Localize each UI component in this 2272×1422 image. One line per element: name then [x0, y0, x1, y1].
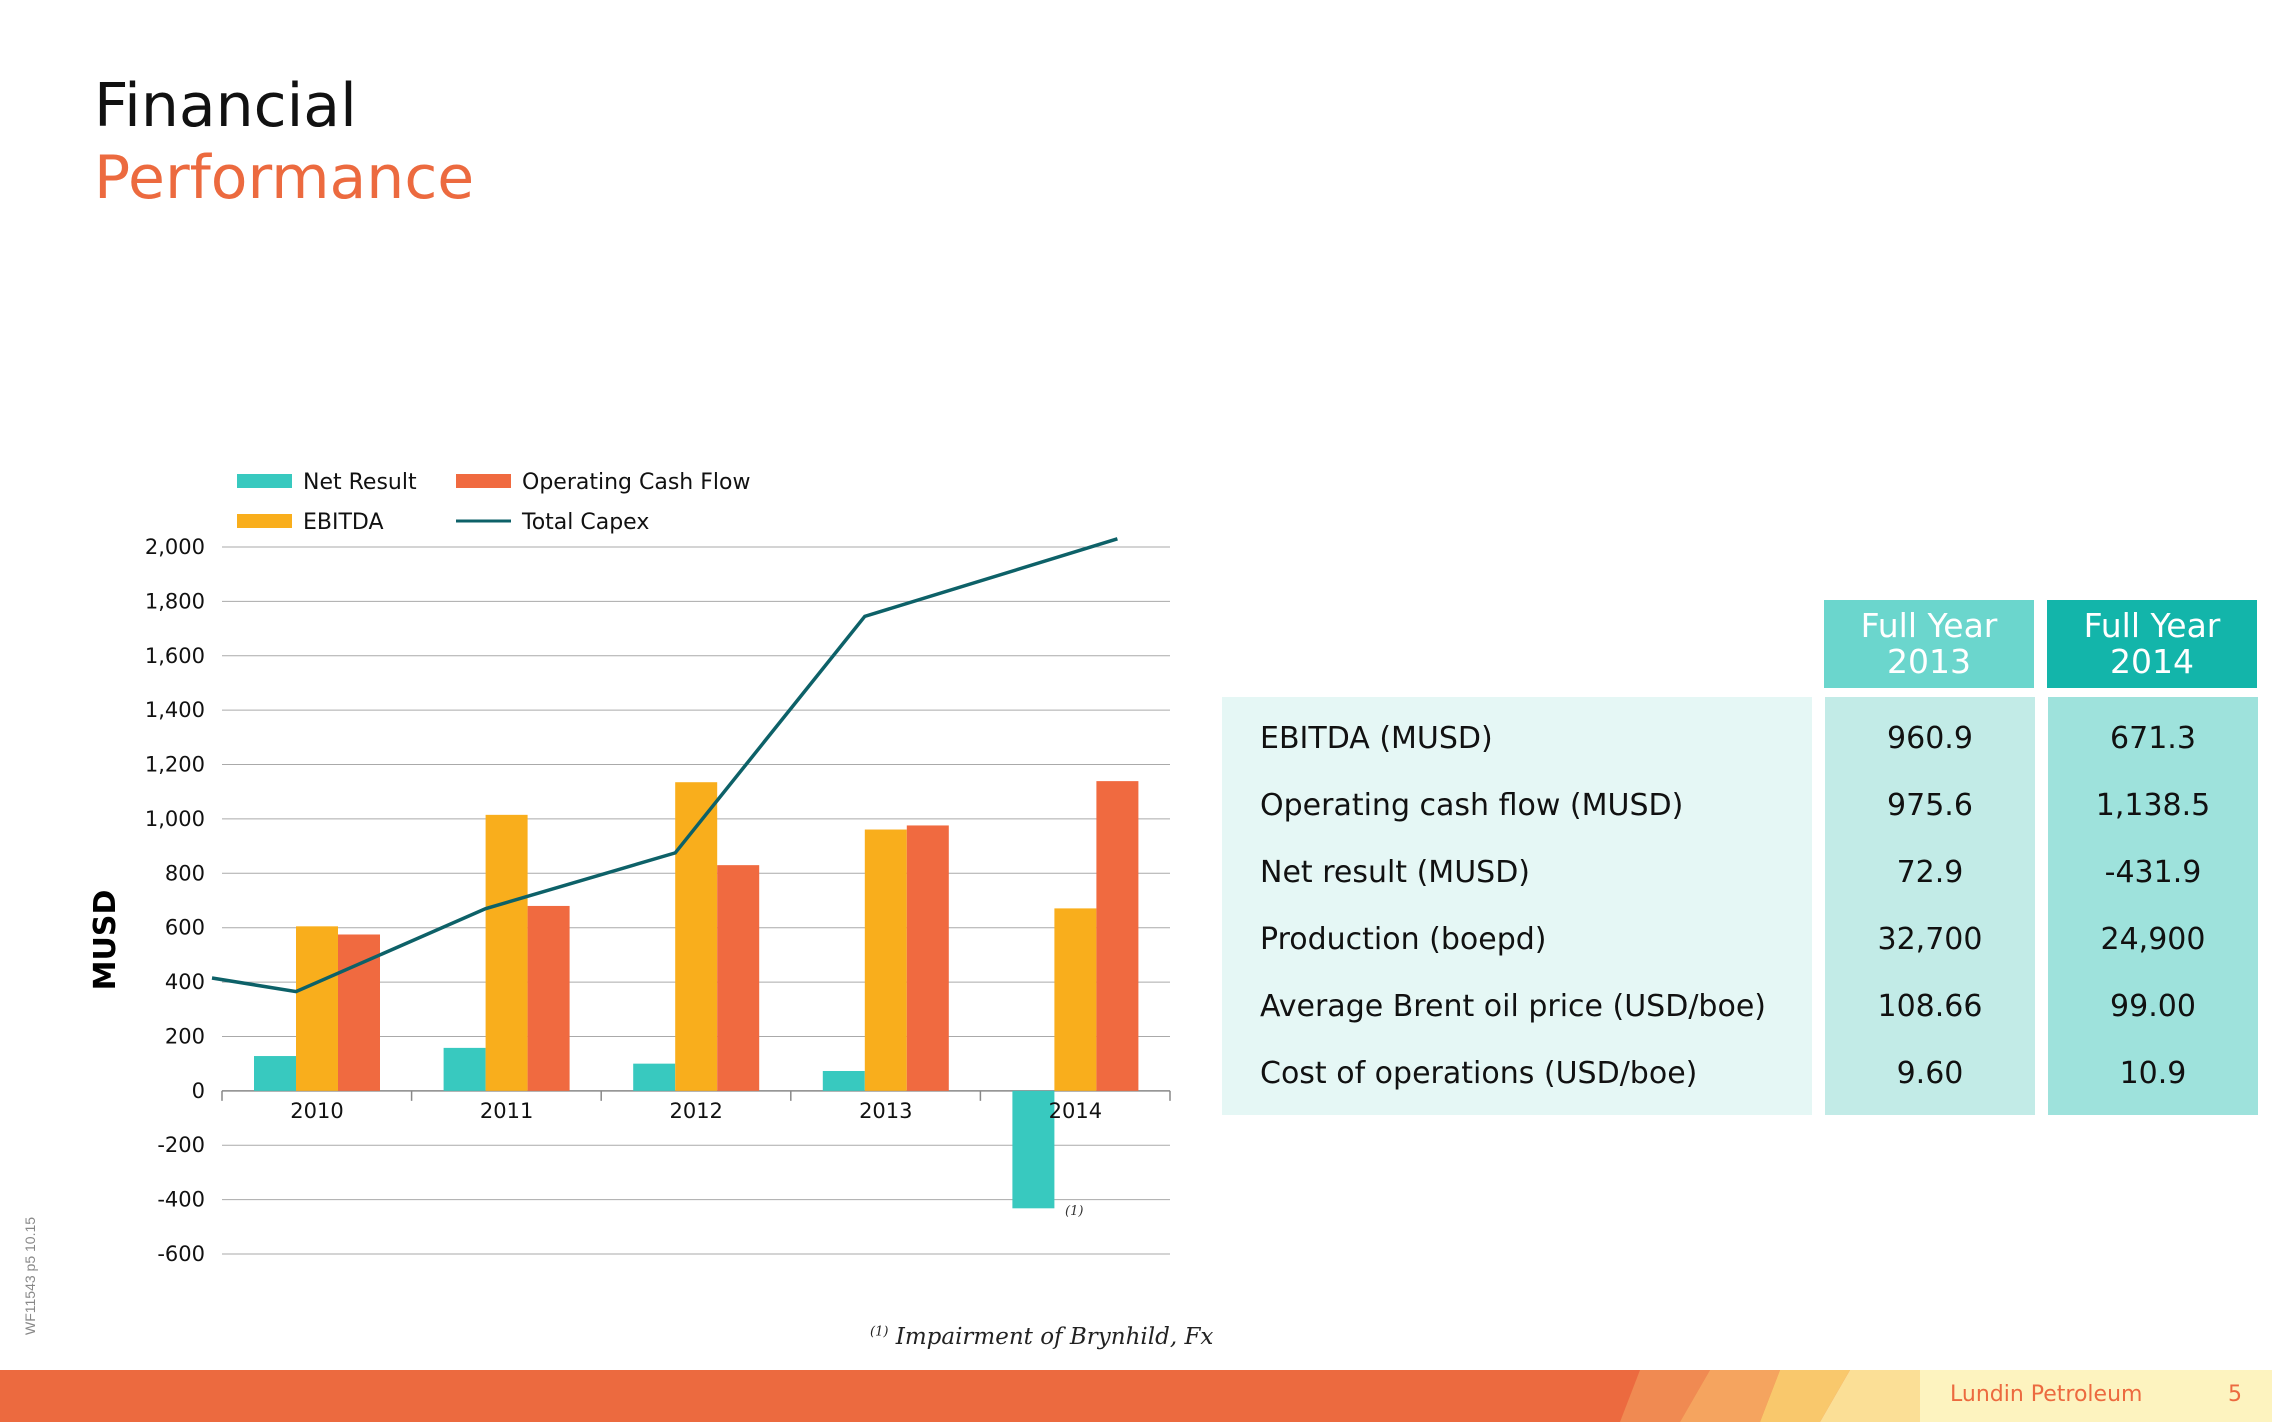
fy2013-value: 9.60	[1896, 1056, 1964, 1091]
fy2014-value: -431.9	[2104, 855, 2202, 890]
footnote-text: Impairment of Brynhild, Fx	[895, 1324, 1214, 1350]
bar-ebitda	[296, 926, 338, 1091]
x-tick-label: 2012	[669, 1099, 722, 1123]
bar-ebitda	[864, 829, 907, 1091]
fy2014-value: 99.00	[2110, 989, 2196, 1024]
bar-ebitda	[1054, 908, 1097, 1091]
fy2014-value: 1,138.5	[2095, 788, 2211, 823]
chart-legend: Net Result Operating Cash Flow EBITDA Total…	[237, 470, 750, 535]
y-axis-label: MUSD	[88, 890, 123, 991]
legend-swatch-net-result	[237, 474, 292, 488]
x-tick-label: 2010	[290, 1099, 343, 1123]
y-tick-label: 200	[165, 1024, 205, 1048]
fy2014-value: 671.3	[2110, 721, 2196, 756]
legend-label-net-result: Net Result	[303, 470, 417, 495]
header-fy2014-line2: 2014	[2110, 642, 2194, 681]
bar-net-result	[443, 1047, 486, 1091]
bar-ebitda	[675, 782, 718, 1091]
bar-ebitda	[485, 814, 528, 1091]
y-tick-label: 1,600	[145, 644, 205, 668]
row-label: Net result (MUSD)	[1260, 855, 1530, 890]
header-fy2014-line1: Full Year	[2083, 606, 2221, 645]
table-label-column: EBITDA (MUSD) Operating cash flow (MUSD)…	[1222, 697, 1812, 1115]
bar-net-result	[633, 1063, 676, 1091]
footer-decoration	[1620, 1370, 1920, 1422]
y-tick-label: 1,400	[145, 698, 205, 722]
fy2013-value: 32,700	[1877, 922, 1983, 957]
fy2013-value: 975.6	[1887, 788, 1973, 823]
table-fy2013-column: 960.9 975.6 72.9 32,700 108.66 9.60	[1825, 697, 2035, 1115]
y-tick-label: -600	[157, 1242, 205, 1266]
y-tick-label: 1,800	[145, 589, 205, 613]
page-title: Financial Performance	[94, 70, 474, 214]
title-line-2: Performance	[94, 143, 475, 213]
bar-operating-cash-flow	[527, 905, 570, 1091]
chart-bars	[254, 781, 1139, 1209]
row-label: Average Brent oil price (USD/boe)	[1260, 989, 1766, 1024]
fy2013-value: 960.9	[1887, 721, 1973, 756]
line-total-capex	[211, 537, 1118, 994]
y-tick-label: 1,000	[145, 807, 205, 831]
bar-operating-cash-flow	[338, 934, 380, 1091]
page-number: 5	[2228, 1382, 2242, 1407]
y-tick-label: 800	[165, 861, 205, 885]
table-headers: Full Year 2013 Full Year 2014	[1824, 600, 2257, 688]
bar-net-result	[1012, 1090, 1055, 1209]
footer-brand-area	[1920, 1370, 2272, 1422]
legend-swatch-operating-cash-flow	[456, 474, 511, 488]
bar-operating-cash-flow	[1096, 781, 1139, 1091]
fy2014-value: 10.9	[2119, 1056, 2187, 1091]
legend-swatch-ebitda	[237, 514, 292, 528]
header-fy2013-line1: Full Year	[1860, 606, 1998, 645]
footer-band: Lundin Petroleum 5	[0, 1370, 2272, 1422]
x-tick-label: 2013	[859, 1099, 912, 1123]
bar-annotation: (1)	[1065, 1204, 1083, 1219]
y-tick-label: 1,200	[145, 753, 205, 777]
y-tick-label: 400	[165, 970, 205, 994]
document-code: WF11543 p5 10.15	[22, 1216, 38, 1335]
footnote-mark: (1)	[870, 1324, 889, 1340]
chart-footnote: (1) Impairment of Brynhild, Fx	[870, 1324, 1213, 1350]
row-label: Operating cash flow (MUSD)	[1260, 788, 1684, 823]
header-fy2013: Full Year 2013	[1824, 600, 2034, 688]
y-tick-label: 0	[192, 1079, 205, 1103]
y-tick-label: 600	[165, 916, 205, 940]
legend-label-total-capex: Total Capex	[521, 510, 649, 535]
y-axis: -600 -400 -200 0 200 400 600 800 1,000 1,200 1,400…	[145, 535, 205, 1266]
bar-operating-cash-flow	[906, 825, 949, 1091]
title-line-1: Financial	[94, 71, 357, 141]
bar-net-result	[254, 1056, 296, 1091]
row-label: Cost of operations (USD/boe)	[1260, 1056, 1698, 1091]
legend-label-ebitda: EBITDA	[303, 510, 384, 535]
x-axis: 2010 2011 2012 2013 2014	[221, 1090, 1171, 1123]
company-name: Lundin Petroleum	[1950, 1382, 2143, 1407]
y-tick-label: -400	[157, 1188, 205, 1212]
row-label: EBITDA (MUSD)	[1260, 721, 1493, 756]
financial-chart: Net Result Operating Cash Flow EBITDA Total…	[88, 470, 1171, 1266]
capex-line	[211, 537, 1118, 994]
x-tick-label: 2011	[480, 1099, 533, 1123]
bar-operating-cash-flow	[717, 865, 760, 1091]
y-tick-label: 2,000	[145, 535, 205, 559]
bar-net-result	[822, 1070, 865, 1091]
y-tick-label: -200	[157, 1133, 205, 1157]
x-tick-label: 2014	[1049, 1099, 1102, 1123]
financial-table: EBITDA (MUSD) Operating cash flow (MUSD)…	[1222, 697, 2258, 1115]
fy2013-value: 108.66	[1877, 989, 1983, 1024]
legend-label-operating-cash-flow: Operating Cash Flow	[522, 470, 750, 495]
fy2014-value: 24,900	[2100, 922, 2206, 957]
header-fy2013-line2: 2013	[1887, 642, 1971, 681]
table-fy2014-column: 671.3 1,138.5 -431.9 24,900 99.00 10.9	[2048, 697, 2258, 1115]
header-fy2014: Full Year 2014	[2047, 600, 2257, 688]
fy2013-value: 72.9	[1896, 855, 1964, 890]
row-label: Production (boepd)	[1260, 922, 1547, 957]
